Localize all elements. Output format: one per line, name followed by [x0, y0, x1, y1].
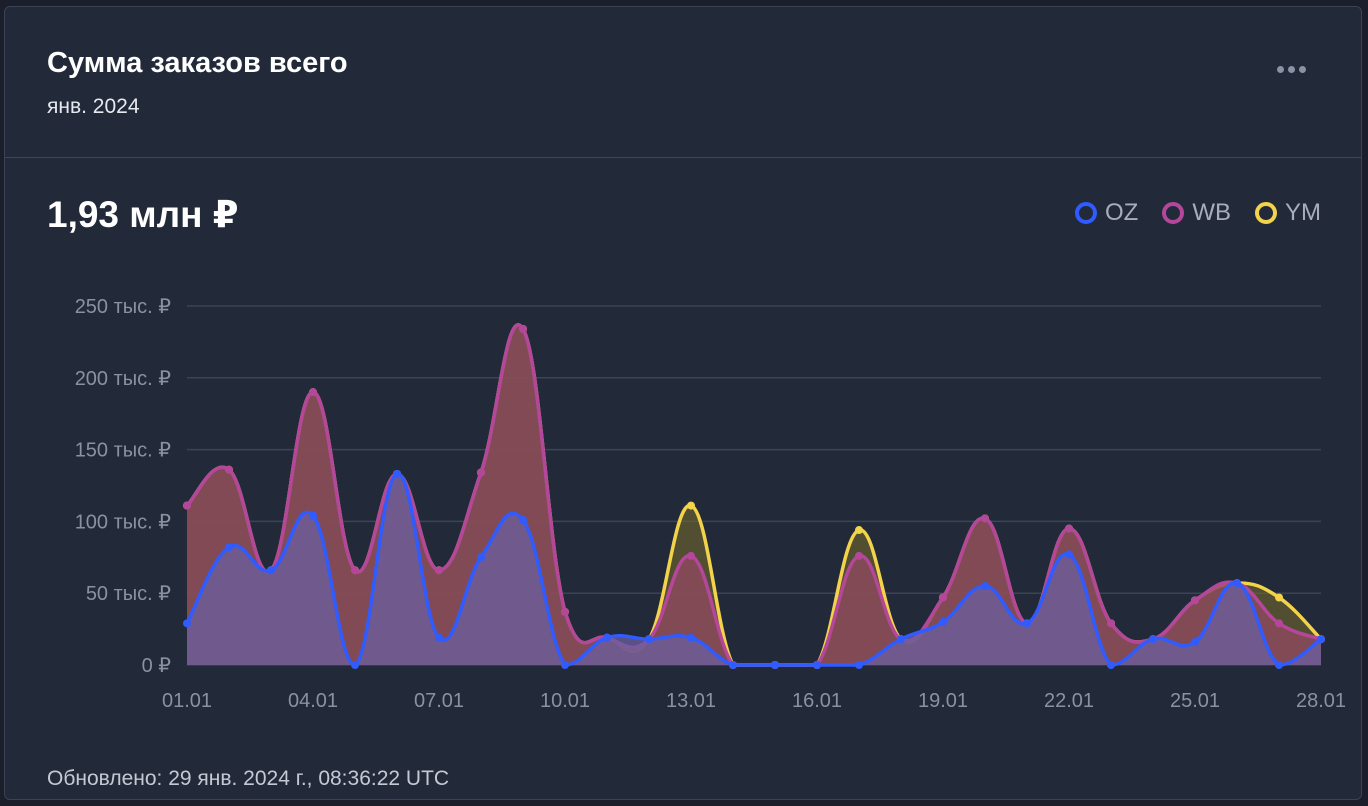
data-point-wb — [1065, 524, 1073, 533]
data-point-oz — [267, 566, 275, 575]
data-point-wb — [519, 324, 527, 333]
data-point-wb — [939, 593, 947, 602]
x-tick-label: 13.01 — [666, 690, 716, 712]
x-tick-label: 10.01 — [540, 690, 590, 712]
series-area-oz — [187, 473, 1321, 665]
legend-item-ym[interactable]: YM — [1255, 199, 1321, 227]
menu-dot — [1298, 65, 1306, 73]
data-point-wb — [561, 607, 569, 616]
data-point-oz — [435, 633, 443, 642]
y-tick-label: 200 тыс. ₽ — [75, 368, 172, 390]
data-point-wb — [1191, 596, 1199, 605]
data-point-wb — [855, 551, 863, 560]
data-point-wb — [183, 501, 191, 510]
y-tick-label: 50 тыс. ₽ — [86, 583, 171, 605]
y-tick-label: 150 тыс. ₽ — [75, 440, 172, 462]
data-point-oz — [813, 661, 821, 669]
x-tick-label: 07.01 — [414, 690, 464, 712]
data-point-oz — [309, 511, 317, 520]
data-point-ym — [1275, 593, 1283, 602]
last-updated: Обновлено: 29 янв. 2024 г., 08:36:22 UTC — [47, 767, 450, 790]
legend-oz-marker — [1075, 202, 1097, 224]
more-horizontal-icon[interactable] — [1267, 55, 1315, 83]
x-tick-label: 04.01 — [288, 690, 338, 712]
data-point-oz — [1023, 619, 1031, 628]
data-point-oz — [687, 633, 695, 642]
data-point-wb — [225, 465, 233, 474]
data-point-oz — [1233, 579, 1241, 588]
data-point-oz — [897, 635, 905, 644]
card-title: Сумма заказов всего — [47, 47, 348, 79]
legend-ym-marker — [1255, 202, 1277, 224]
data-point-ym — [687, 501, 695, 510]
data-point-oz — [771, 661, 779, 669]
data-point-wb — [477, 468, 485, 477]
orders-chart: 0 ₽ 50 тыс. ₽ 100 тыс. ₽ 150 тыс. ₽ 200 тыс.… — [75, 296, 1346, 712]
y-tick-label: 100 тыс. ₽ — [75, 511, 172, 533]
x-tick-label: 25.01 — [1170, 690, 1220, 712]
data-point-oz — [645, 635, 653, 644]
data-point-oz — [351, 661, 359, 669]
data-point-oz — [855, 661, 863, 669]
data-point-oz — [1275, 661, 1283, 669]
series-area-wb — [187, 324, 1321, 665]
legend-wb-marker — [1162, 202, 1185, 224]
y-tick-label: 0 ₽ — [142, 655, 172, 677]
data-point-oz — [477, 553, 485, 562]
data-point-oz — [561, 661, 569, 669]
x-tick-label: 28.01 — [1296, 690, 1346, 712]
data-point-wb — [351, 566, 359, 575]
data-point-oz — [1191, 638, 1199, 647]
card-period: янв. 2024 — [47, 95, 140, 118]
card-header: Сумма заказов всего янв. 2024 — [5, 7, 1361, 158]
data-point-wb — [309, 388, 317, 397]
x-tick-label: 01.01 — [162, 690, 212, 712]
data-point-oz — [1317, 635, 1325, 644]
menu-dot — [1287, 65, 1295, 73]
data-point-oz — [225, 543, 233, 552]
data-point-oz — [729, 661, 737, 669]
x-tick-label: 22.01 — [1044, 690, 1094, 712]
data-point-wb — [1275, 619, 1283, 628]
data-point-ym — [855, 526, 863, 535]
legend-item-oz[interactable]: OZ — [1075, 199, 1138, 227]
legend-wb-label: WB — [1192, 199, 1231, 226]
legend-oz-label: OZ — [1105, 199, 1139, 226]
data-point-oz — [1107, 661, 1115, 669]
data-point-oz — [393, 470, 401, 479]
data-point-oz — [939, 617, 947, 626]
chart-legend: OZ WB YM — [1075, 199, 1321, 227]
menu-dot — [1276, 65, 1284, 73]
total-value: 1,93 млн ₽ — [47, 194, 239, 235]
data-point-oz — [603, 633, 611, 642]
x-tick-label: 19.01 — [918, 690, 968, 712]
legend-ym-label: YM — [1285, 199, 1321, 226]
chart-card: Сумма заказов всего янв. 2024 1,93 млн ₽… — [4, 6, 1362, 800]
data-point-wb — [1107, 619, 1115, 628]
data-point-oz — [1065, 550, 1073, 559]
data-point-oz — [981, 582, 989, 591]
data-point-oz — [183, 619, 191, 628]
data-point-wb — [981, 514, 989, 523]
data-point-wb — [435, 566, 443, 575]
data-point-oz — [519, 515, 527, 524]
data-point-wb — [687, 551, 695, 560]
y-tick-label: 250 тыс. ₽ — [75, 296, 172, 318]
x-tick-label: 16.01 — [792, 690, 842, 712]
legend-item-wb[interactable]: WB — [1162, 199, 1231, 227]
data-point-oz — [1149, 635, 1157, 644]
